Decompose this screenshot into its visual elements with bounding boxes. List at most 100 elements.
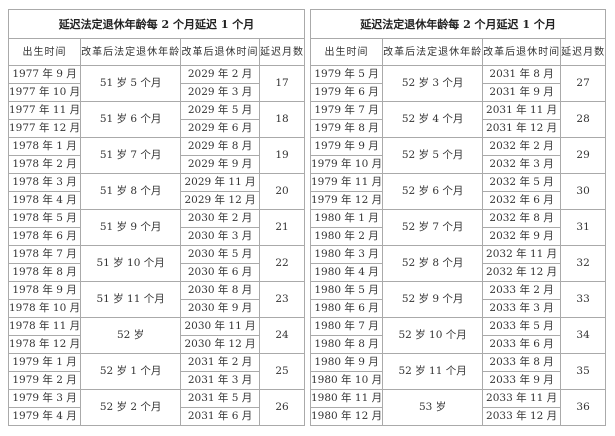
retirement-date-cell: 2033 年 9 月 [482,371,562,390]
delay-months-cell: 35 [560,353,607,390]
table-row: 1978 年 1 月 51 岁 7 个月 2029 年 8 月 19 [7,137,305,174]
birth-date-cell: 1980 年 12 月 [309,407,384,426]
table-row: 1978 年 6 月 2030 年 3 月 [7,227,305,246]
table-row: 1980 年 10 月 2033 年 9 月 [309,371,606,390]
retirement-age-cell: 51 岁 11 个月 [80,281,182,318]
retirement-date-cell: 2029 年 9 月 [180,155,260,174]
retirement-age-cell: 52 岁 10 个月 [382,317,484,354]
delay-months-cell: 29 [560,137,607,174]
birth-date-cell: 1979 年 11 月 [309,173,384,192]
retirement-date-cell: 2033 年 8 月 [482,353,562,372]
birth-date-cell: 1979 年 12 月 [309,191,384,210]
birth-date-cell: 1978 年 12 月 [7,335,82,354]
retirement-date-cell: 2031 年 2 月 [180,353,260,372]
birth-date-cell: 1978 年 7 月 [7,245,82,264]
birth-date-cell: 1980 年 11 月 [309,389,384,408]
table-row: 1980 年 8 月 2033 年 6 月 [309,335,606,354]
birth-date-cell: 1980 年 9 月 [309,353,384,372]
birth-date-cell: 1978 年 5 月 [7,209,82,228]
retirement-age-cell: 52 岁 2 个月 [80,389,182,426]
header-row: 出生时间 改革后法定退休年龄 改革后退休时间 延迟月数 [309,38,607,66]
column-header: 延迟月数 [560,38,607,66]
column-header: 出生时间 [7,38,82,66]
table-row: 1977 年 11 月 51 岁 6 个月 2029 年 5 月 18 [7,101,305,138]
retirement-date-cell: 2031 年 12 月 [482,119,562,138]
delay-months-cell: 17 [259,65,305,102]
birth-date-cell: 1980 年 6 月 [309,299,384,318]
retirement-age-cell: 51 岁 8 个月 [80,173,182,210]
column-header: 出生时间 [309,38,384,66]
retirement-table-right: 延迟法定退休年龄每 2 个月延迟 1 个月 出生时间 改革后法定退休年龄 改革后退休时… [309,9,607,426]
delay-months-cell: 30 [560,173,607,210]
table-row: 1978 年 12 月 2030 年 12 月 [7,335,305,354]
retirement-age-cell: 51 岁 10 个月 [80,245,182,282]
retirement-age-cell: 52 岁 4 个月 [382,101,484,138]
birth-date-cell: 1980 年 10 月 [309,371,384,390]
column-header: 改革后法定退休年龄 [382,38,484,66]
delay-months-cell: 25 [259,353,305,390]
birth-date-cell: 1980 年 2 月 [309,227,384,246]
retirement-date-cell: 2029 年 8 月 [180,137,260,156]
table-row: 1980 年 1 月 52 岁 7 个月 2032 年 8 月 31 [309,209,607,246]
birth-date-cell: 1979 年 3 月 [7,389,82,408]
table-row: 1978 年 7 月 51 岁 10 个月 2030 年 5 月 22 [7,245,305,282]
table-row: 1979 年 11 月 52 岁 6 个月 2032 年 5 月 30 [309,173,607,210]
delay-months-cell: 26 [259,389,305,426]
birth-date-cell: 1979 年 8 月 [309,119,384,138]
retirement-age-cell: 51 岁 9 个月 [80,209,182,246]
retirement-date-cell: 2033 年 6 月 [482,335,562,354]
retirement-date-cell: 2030 年 8 月 [180,281,260,300]
birth-date-cell: 1979 年 4 月 [7,407,82,426]
delay-months-cell: 19 [259,137,305,174]
retirement-date-cell: 2031 年 9 月 [482,83,562,102]
retirement-date-cell: 2033 年 2 月 [482,281,562,300]
retirement-date-cell: 2033 年 12 月 [482,407,562,426]
retirement-date-cell: 2030 年 5 月 [180,245,260,264]
retirement-date-cell: 2033 年 5 月 [482,317,562,336]
birth-date-cell: 1980 年 3 月 [309,245,384,264]
retirement-date-cell: 2030 年 3 月 [180,227,260,246]
retirement-date-cell: 2030 年 9 月 [180,299,260,318]
retirement-age-cell: 52 岁 11 个月 [382,353,484,390]
delay-months-cell: 22 [259,245,305,282]
table-row: 1979 年 4 月 2031 年 6 月 [7,407,305,426]
retirement-date-cell: 2031 年 5 月 [180,389,260,408]
retirement-age-cell: 52 岁 9 个月 [382,281,484,318]
title-row: 延迟法定退休年龄每 2 个月延迟 1 个月 [8,9,305,39]
retirement-table-left: 延迟法定退休年龄每 2 个月延迟 1 个月 出生时间 改革后法定退休年龄 改革后退休时… [7,9,305,426]
birth-date-cell: 1979 年 6 月 [309,83,384,102]
retirement-age-cell: 52 岁 5 个月 [382,137,484,174]
retirement-date-cell: 2033 年 3 月 [482,299,562,318]
birth-date-cell: 1978 年 4 月 [7,191,82,210]
birth-date-cell: 1978 年 1 月 [7,137,82,156]
table-row: 1978 年 8 月 2030 年 6 月 [7,263,305,282]
table-row: 1980 年 12 月 2033 年 12 月 [309,407,606,426]
delay-months-cell: 28 [560,101,607,138]
retirement-date-cell: 2030 年 6 月 [180,263,260,282]
retirement-age-cell: 51 岁 5 个月 [80,65,182,102]
retirement-date-cell: 2029 年 3 月 [180,83,260,102]
delay-months-cell: 34 [560,317,607,354]
birth-date-cell: 1980 年 7 月 [309,317,384,336]
table-row: 1977 年 9 月 51 岁 5 个月 2029 年 2 月 17 [7,65,305,102]
retirement-date-cell: 2031 年 8 月 [482,65,562,84]
table-row: 1979 年 1 月 52 岁 1 个月 2031 年 2 月 25 [7,353,305,390]
delay-months-cell: 21 [259,209,305,246]
retirement-age-cell: 52 岁 3 个月 [382,65,484,102]
retirement-date-cell: 2031 年 11 月 [482,101,562,120]
table-row: 1980 年 6 月 2033 年 3 月 [309,299,606,318]
retirement-date-cell: 2031 年 3 月 [180,371,260,390]
table-row: 1979 年 10 月 2032 年 3 月 [309,155,606,174]
birth-date-cell: 1979 年 7 月 [309,101,384,120]
table-row: 1980 年 11 月 53 岁 2033 年 11 月 36 [309,389,607,426]
table-row: 1978 年 10 月 2030 年 9 月 [7,299,305,318]
table-row: 1979 年 3 月 52 岁 2 个月 2031 年 5 月 26 [7,389,305,426]
column-header: 延迟月数 [259,38,305,66]
table-row: 1980 年 9 月 52 岁 11 个月 2033 年 8 月 35 [309,353,607,390]
column-header: 改革后法定退休年龄 [80,38,182,66]
retirement-age-cell: 53 岁 [382,389,484,426]
header-row: 出生时间 改革后法定退休年龄 改革后退休时间 延迟月数 [7,38,305,66]
table-row: 1978 年 11 月 52 岁 2030 年 11 月 24 [7,317,305,354]
table-row: 1979 年 8 月 2031 年 12 月 [309,119,606,138]
retirement-age-cell: 52 岁 8 个月 [382,245,484,282]
